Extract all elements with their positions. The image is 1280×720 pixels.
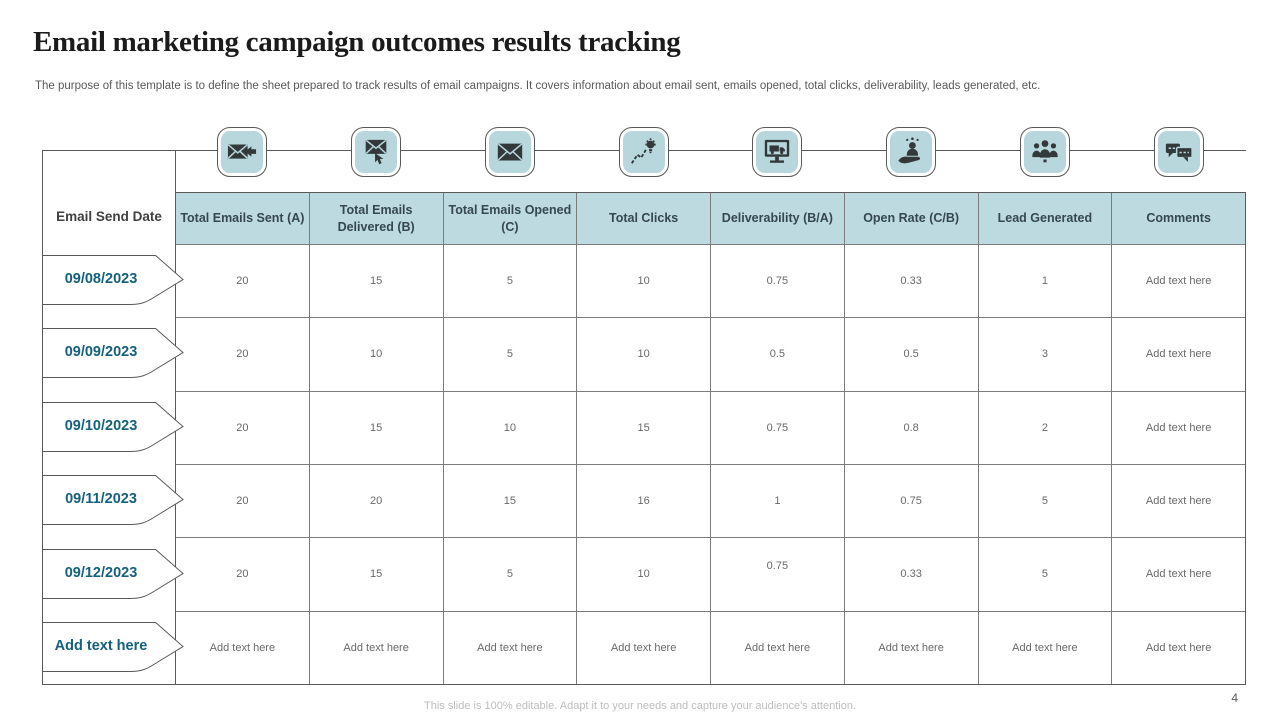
table-cell: 1 [978, 245, 1112, 318]
date-tab-cell: 09/08/2023 [42, 243, 184, 317]
table-cell: 10 [577, 245, 710, 318]
table-cell[interactable]: Add text here [711, 611, 844, 684]
table-cell[interactable]: Add text here [1112, 391, 1245, 464]
date-label: Add text here [54, 638, 148, 655]
email-receive-icon [216, 127, 267, 177]
table-cell: 0.75 [711, 245, 844, 318]
date-tab-cell: 09/10/2023 [42, 390, 184, 464]
arrow-tab-shape [42, 622, 184, 673]
arrow-tab-shape [42, 475, 184, 526]
table-cell: 0.5 [844, 318, 978, 391]
table-cell: 15 [443, 465, 577, 538]
table-cell[interactable]: Add text here [577, 611, 710, 684]
arrow-tab-shape [42, 401, 184, 452]
page-number: 4 [1231, 691, 1238, 705]
date-label: 09/10/2023 [64, 417, 138, 434]
table-cell: 10 [577, 318, 710, 391]
table-cell[interactable]: Add text here [443, 611, 577, 684]
table-cell: 0.75 [711, 538, 844, 611]
column-header: Comments [1112, 193, 1245, 244]
date-tab[interactable]: 09/11/2023 [42, 475, 184, 526]
column-header: Total Emails Delivered (B) [309, 193, 443, 244]
slide-subtitle: The purpose of this template is to defin… [35, 80, 1041, 92]
table-cell: 15 [577, 391, 710, 464]
date-label: 09/11/2023 [65, 491, 137, 508]
date-label: 09/08/2023 [64, 270, 138, 287]
table-cell: 1 [711, 465, 844, 538]
comments-icon [1154, 127, 1205, 177]
row-header-title: Email Send Date [56, 208, 162, 224]
table-cell[interactable]: Add text here [978, 611, 1112, 684]
table-cell: 0.8 [844, 391, 978, 464]
date-tab-cell: Add text here [42, 611, 184, 685]
column-header: Deliverability (B/A) [711, 193, 844, 244]
column-header: Total Emails Opened (C) [443, 193, 577, 244]
column-header: Total Clicks [577, 193, 710, 244]
icon-row [175, 127, 1246, 177]
date-tab[interactable]: Add text here [42, 622, 184, 673]
table-cell: 20 [176, 538, 309, 611]
date-tab[interactable]: 09/10/2023 [42, 401, 184, 452]
table-cell: 20 [176, 318, 309, 391]
column-header: Open Rate (C/B) [844, 193, 978, 244]
table-cell: 15 [309, 538, 443, 611]
date-tab-cell: 09/09/2023 [42, 317, 184, 391]
table-cell: 5 [443, 538, 577, 611]
table-cell[interactable]: Add text here [176, 611, 309, 684]
date-label: 09/09/2023 [64, 344, 138, 361]
footer-note: This slide is 100% editable. Adapt it to… [424, 700, 856, 712]
email-click-icon [350, 127, 401, 177]
table-cell: 0.75 [711, 391, 844, 464]
date-tab[interactable]: 09/09/2023 [42, 328, 184, 379]
delivery-monitor-icon [752, 127, 803, 177]
date-label: 09/12/2023 [64, 564, 138, 581]
date-tab[interactable]: 09/08/2023 [42, 254, 184, 305]
results-table: Total Emails Sent (A) Total Emails Delive… [175, 192, 1246, 685]
column-header: Total Emails Sent (A) [176, 193, 309, 244]
table-cell: 5 [443, 245, 577, 318]
table-cell: 15 [309, 391, 443, 464]
date-tabs: Email Send Date 09/08/2023 09/09/2023 09/1… [42, 150, 184, 685]
arrow-tab-shape [42, 548, 184, 599]
page-title: Email marketing campaign outcomes result… [33, 26, 681, 58]
arrow-tab-shape [42, 254, 184, 305]
table-cell: 2 [978, 391, 1112, 464]
table-cell[interactable]: Add text here [309, 611, 443, 684]
table-cell: 5 [978, 465, 1112, 538]
table-cell: 0.5 [711, 318, 844, 391]
table-cell[interactable]: Add text here [1112, 538, 1245, 611]
table-cell[interactable]: Add text here [1112, 245, 1245, 318]
table-cell[interactable]: Add text here [844, 611, 978, 684]
table-cell[interactable]: Add text here [1112, 318, 1245, 391]
lead-generation-icon [886, 127, 937, 177]
date-tab-cell: 09/12/2023 [42, 537, 184, 611]
table-cell[interactable]: Add text here [1112, 611, 1245, 684]
table-cell: 3 [978, 318, 1112, 391]
date-tab-cell: 09/11/2023 [42, 464, 184, 538]
growth-idea-icon [618, 127, 669, 177]
table-cell: 5 [978, 538, 1112, 611]
table-cell: 0.33 [844, 538, 978, 611]
table-cell[interactable]: Add text here [1112, 465, 1245, 538]
table-cell: 16 [577, 465, 710, 538]
table-cell: 5 [443, 318, 577, 391]
table-cell: 0.75 [844, 465, 978, 538]
table-cell: 10 [309, 318, 443, 391]
table-cell: 0.33 [844, 245, 978, 318]
column-header: Lead Generated [978, 193, 1112, 244]
date-tab[interactable]: 09/12/2023 [42, 548, 184, 599]
table-cell: 10 [443, 391, 577, 464]
table-cell: 10 [577, 538, 710, 611]
arrow-tab-shape [42, 328, 184, 379]
email-icon [484, 127, 535, 177]
table-cell: 20 [176, 391, 309, 464]
table-cell: 15 [309, 245, 443, 318]
table-cell: 20 [176, 465, 309, 538]
table-cell: 20 [176, 245, 309, 318]
team-icon [1020, 127, 1071, 177]
table-cell: 20 [309, 465, 443, 538]
